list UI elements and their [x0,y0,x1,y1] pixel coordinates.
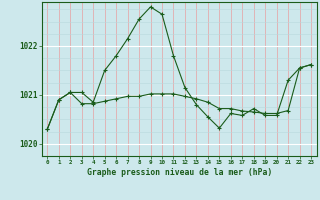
X-axis label: Graphe pression niveau de la mer (hPa): Graphe pression niveau de la mer (hPa) [87,168,272,177]
